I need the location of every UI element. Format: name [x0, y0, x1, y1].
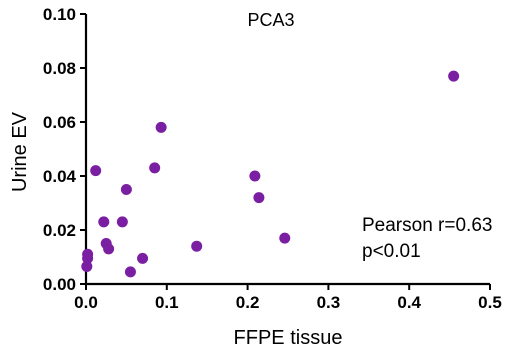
data-point	[103, 243, 115, 255]
chart-title: PCA3	[247, 10, 294, 30]
x-tick-label: 0.4	[397, 293, 421, 312]
x-tick-label: 0.0	[74, 293, 98, 312]
data-point	[82, 252, 94, 264]
data-point	[81, 260, 93, 272]
x-ticks: 0.0 0.1 0.2 0.3 0.4 0.5	[74, 284, 502, 312]
data-point	[249, 170, 261, 182]
axes	[84, 14, 490, 286]
data-point	[124, 266, 136, 278]
y-axis-title: Urine EV	[9, 111, 31, 192]
data-point	[279, 232, 291, 244]
x-tick-label: 0.2	[236, 293, 260, 312]
data-point	[98, 216, 110, 228]
p-value-annotation: p<0.01	[362, 241, 421, 262]
y-tick-label: 0.06	[43, 113, 76, 132]
y-tick-label: 0.04	[43, 167, 77, 186]
x-tick-label: 0.5	[478, 293, 502, 312]
data-point	[120, 184, 132, 195]
data-points	[81, 70, 460, 278]
x-axis-title: FFPE tissue	[234, 327, 343, 349]
y-tick-label: 0.00	[43, 275, 76, 294]
data-point	[155, 121, 167, 133]
data-point	[253, 192, 265, 204]
pearson-annotation: Pearson r=0.63	[362, 215, 492, 236]
data-point	[137, 252, 149, 264]
x-tick-label: 0.1	[155, 293, 179, 312]
data-point	[90, 165, 102, 177]
x-tick-label: 0.3	[317, 293, 341, 312]
y-tick-label: 0.10	[43, 5, 76, 24]
y-tick-label: 0.08	[43, 59, 76, 78]
y-tick-label: 0.02	[43, 221, 76, 240]
data-point	[448, 70, 460, 82]
y-ticks: 0.00 0.02 0.04 0.06 0.08 0.10	[43, 5, 86, 294]
data-point	[149, 162, 161, 174]
data-point	[116, 216, 128, 228]
data-point	[191, 240, 203, 252]
